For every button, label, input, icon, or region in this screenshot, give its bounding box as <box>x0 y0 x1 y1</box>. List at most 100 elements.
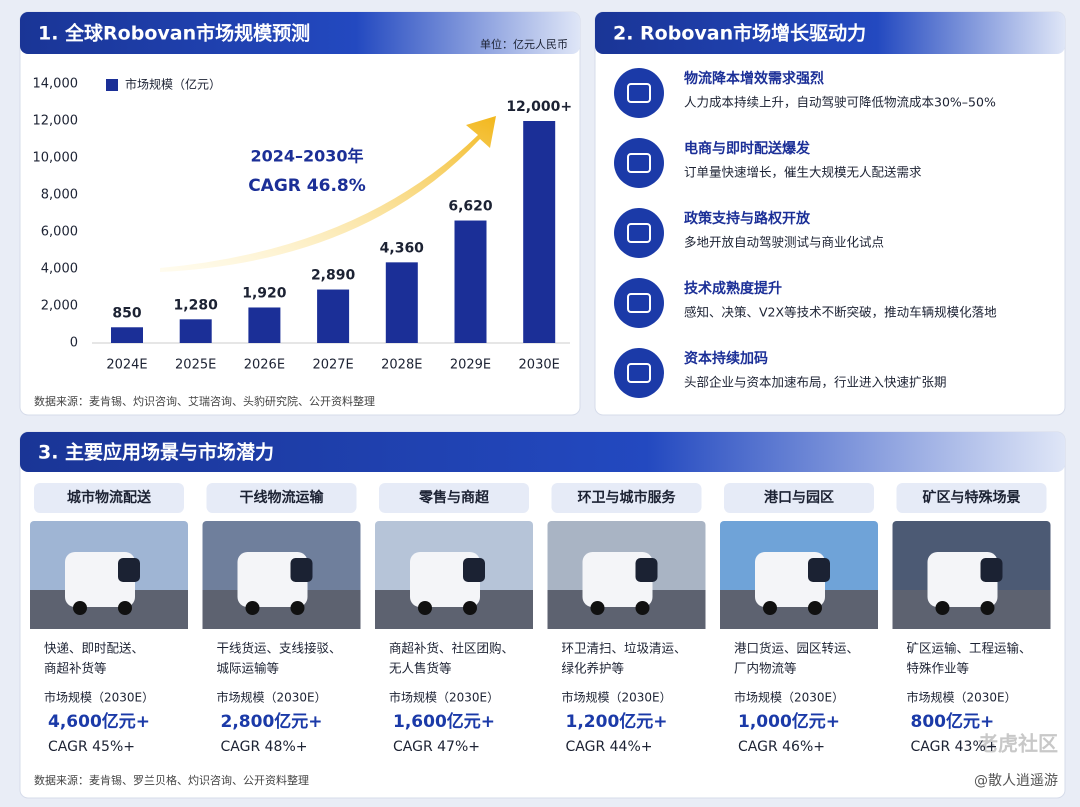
van-window <box>635 558 658 582</box>
driver-icon-glyph <box>627 153 651 173</box>
panel <box>594 11 1066 416</box>
driver-desc: 多地开放自动驾驶测试与商业化试点 <box>684 235 884 250</box>
van-window <box>808 558 830 582</box>
scenario-name: 零售与商超 <box>418 489 490 506</box>
driver-desc: 头部企业与资本加速布局，行业进入快速扩张期 <box>684 375 947 390</box>
market-size: 800亿元+ <box>911 711 995 732</box>
size-label: 市场规模（2030E） <box>217 690 327 705</box>
bar <box>111 327 143 343</box>
driver-title: 资本持续加码 <box>684 350 768 367</box>
value-label: 4,360 <box>380 240 425 256</box>
driver-icon <box>614 348 664 398</box>
van-window <box>980 558 1003 582</box>
cagr: CAGR 45%+ <box>48 739 135 755</box>
van <box>582 552 653 607</box>
header-bar <box>20 432 1065 472</box>
scenario-pill <box>724 483 874 513</box>
market-size: 1,200亿元+ <box>566 711 668 732</box>
size-label: 市场规模（2030E） <box>734 690 844 705</box>
scenario-desc: 特殊作业等 <box>907 661 970 676</box>
wheel <box>635 601 650 615</box>
source: 数据来源：麦肯锡、罗兰贝格、灼识咨询、公开资料整理 <box>34 773 309 787</box>
scenario-pill <box>206 483 357 513</box>
x-tick-label: 2029E <box>450 358 491 373</box>
unit-note: 单位：亿元人民币 <box>480 37 568 51</box>
y-tick-label: 2,000 <box>41 299 78 314</box>
scenario-desc: 厂内物流等 <box>734 661 797 676</box>
x-tick-label: 2030E <box>519 358 560 373</box>
driver-title: 政策支持与路权开放 <box>684 210 811 227</box>
legend-swatch <box>106 79 118 91</box>
driver-icon-glyph <box>627 223 651 243</box>
y-tick-label: 14,000 <box>33 77 79 92</box>
scenario-pill <box>551 483 702 513</box>
driver-icon <box>614 208 664 258</box>
wheel <box>245 601 260 615</box>
wheel <box>290 601 305 615</box>
wheel <box>463 601 477 615</box>
scenario-desc: 城际运输等 <box>217 661 280 676</box>
y-tick-label: 8,000 <box>41 188 78 203</box>
scenario-desc: 矿区运输、工程运输、 <box>907 641 1032 656</box>
driver-desc: 感知、决策、V2X等技术不断突破，推动车辆规模化落地 <box>684 305 997 320</box>
cagr: CAGR 48%+ <box>221 739 308 755</box>
driver-icon <box>614 278 664 328</box>
panel-title: 2. Robovan市场增长驱动力 <box>613 22 866 45</box>
wheel <box>73 601 87 615</box>
bar <box>317 289 350 343</box>
y-tick-label: 6,000 <box>41 225 78 240</box>
scenario-name: 港口与园区 <box>764 489 834 506</box>
wheel <box>808 601 822 615</box>
watermark: 老虎社区 <box>978 732 1058 756</box>
van <box>410 552 480 607</box>
value-label: 2,890 <box>311 268 356 284</box>
value-label: 1,280 <box>174 297 219 313</box>
size-label: 市场规模（2030E） <box>44 690 154 705</box>
x-tick-label: 2027E <box>312 358 353 373</box>
van-window <box>290 558 313 582</box>
driver-title: 物流降本增效需求强烈 <box>684 70 824 87</box>
scenario-pill <box>379 483 529 513</box>
scenario-desc: 商超补货等 <box>44 661 107 676</box>
van <box>65 552 135 607</box>
scenario-desc: 无人售货等 <box>389 661 452 676</box>
driver-desc: 订单量快速增长，催生大规模无人配送需求 <box>684 165 922 180</box>
wheel <box>935 601 950 615</box>
van <box>237 552 308 607</box>
cagr: CAGR 46%+ <box>738 739 825 755</box>
market-size: 1,000亿元+ <box>738 711 840 732</box>
size-label: 市场规模（2030E） <box>562 690 672 705</box>
driver-title: 技术成熟度提升 <box>684 280 782 297</box>
value-label: 1,920 <box>242 285 287 301</box>
panel <box>19 11 581 416</box>
bar <box>248 307 281 343</box>
y-tick-label: 12,000 <box>33 114 79 129</box>
y-tick-label: 0 <box>70 336 78 351</box>
scenario-desc: 商超补货、社区团购、 <box>389 641 514 656</box>
source: 数据来源：麦肯锡、灼识咨询、艾瑞咨询、头豹研究院、公开资料整理 <box>34 394 375 408</box>
cagr: CAGR 44%+ <box>566 739 653 755</box>
legend-label: 市场规模（亿元） <box>125 77 221 92</box>
scenario-pill <box>34 483 184 513</box>
scenario-name: 矿区与特殊场景 <box>923 489 1021 506</box>
cagr: CAGR 43%+ <box>911 739 998 755</box>
panel-title: 3. 主要应用场景与市场潜力 <box>38 441 274 464</box>
size-label: 市场规模（2030E） <box>907 690 1017 705</box>
scenario-desc: 绿化养护等 <box>562 661 625 676</box>
wheel <box>418 601 432 615</box>
van <box>927 552 998 607</box>
driver-desc: 人力成本持续上升，自动驾驶可降低物流成本30%–50% <box>684 95 996 110</box>
watermark: @散人逍遥游 <box>974 773 1058 789</box>
van-window <box>463 558 485 582</box>
driver-icon-glyph <box>627 293 651 313</box>
driver-title: 电商与即时配送爆发 <box>684 140 811 157</box>
market-size: 4,600亿元+ <box>48 711 150 732</box>
annotation: CAGR 46.8% <box>248 176 366 196</box>
x-tick-label: 2024E <box>106 358 147 373</box>
panel-title: 1. 全球Robovan市场规模预测 <box>38 22 310 45</box>
market-size: 2,800亿元+ <box>221 711 323 732</box>
value-label: 850 <box>112 305 141 321</box>
van-window <box>118 558 140 582</box>
cagr: CAGR 47%+ <box>393 739 480 755</box>
